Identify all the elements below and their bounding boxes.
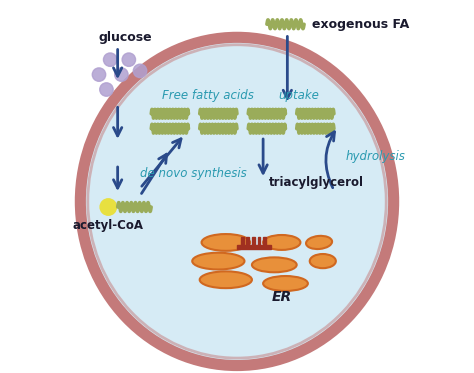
Ellipse shape <box>306 236 332 249</box>
Circle shape <box>115 68 128 81</box>
Bar <box>263 237 266 248</box>
Ellipse shape <box>201 234 250 251</box>
Ellipse shape <box>80 37 394 366</box>
Ellipse shape <box>263 235 301 250</box>
Text: exogenous FA: exogenous FA <box>311 18 409 31</box>
Circle shape <box>100 83 113 96</box>
Ellipse shape <box>192 253 245 269</box>
Circle shape <box>92 68 106 81</box>
FancyArrowPatch shape <box>326 132 335 188</box>
Ellipse shape <box>310 254 336 268</box>
Bar <box>241 237 244 248</box>
Text: hydrolysis: hydrolysis <box>345 150 405 163</box>
Text: glucose: glucose <box>99 31 153 44</box>
Ellipse shape <box>200 272 252 288</box>
Bar <box>252 237 255 248</box>
Circle shape <box>100 199 117 215</box>
Circle shape <box>133 64 147 78</box>
Text: uptake: uptake <box>278 89 319 101</box>
Text: ER: ER <box>272 289 292 304</box>
Bar <box>237 245 271 249</box>
Circle shape <box>103 53 117 66</box>
Text: acetyl-CoA: acetyl-CoA <box>73 219 144 232</box>
Text: de novo synthesis: de novo synthesis <box>140 167 247 180</box>
Bar <box>246 237 249 248</box>
Bar <box>257 237 261 248</box>
Ellipse shape <box>263 276 308 291</box>
Ellipse shape <box>252 257 297 272</box>
Text: Free fatty acids: Free fatty acids <box>163 89 254 101</box>
Text: triacylglycerol: triacylglycerol <box>269 176 364 189</box>
Circle shape <box>122 53 136 66</box>
